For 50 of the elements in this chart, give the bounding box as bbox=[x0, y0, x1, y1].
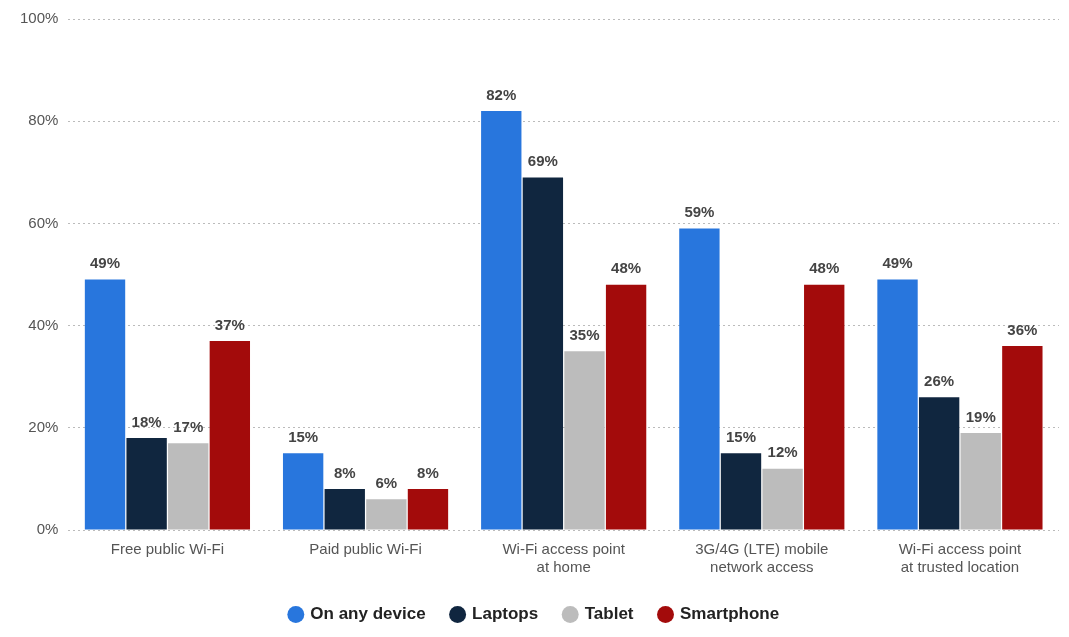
data-label: 48% bbox=[611, 259, 642, 277]
bar bbox=[877, 279, 918, 530]
bar bbox=[605, 284, 647, 530]
bar bbox=[407, 489, 449, 530]
y-tick-label: 100% bbox=[19, 9, 59, 27]
data-label: 35% bbox=[569, 325, 600, 343]
legend-label: Smartphone bbox=[680, 604, 780, 624]
data-label: 69% bbox=[527, 152, 558, 170]
bar bbox=[679, 228, 720, 530]
data-label: 12% bbox=[767, 443, 798, 461]
data-label: 19% bbox=[965, 407, 996, 425]
data-label: 17% bbox=[173, 417, 204, 435]
y-tick-label: 40% bbox=[28, 315, 59, 333]
bar bbox=[481, 110, 522, 530]
data-label: 48% bbox=[809, 259, 840, 277]
data-label: 49% bbox=[882, 254, 913, 272]
x-tick-label: Free public Wi-Fi bbox=[110, 540, 225, 558]
bar bbox=[126, 438, 167, 530]
x-tick-label: Wi-Fi access point at trusted location bbox=[898, 540, 1023, 576]
data-label: 8% bbox=[417, 463, 439, 481]
y-tick-label: 60% bbox=[28, 213, 59, 231]
legend-label: On any device bbox=[310, 604, 426, 624]
data-label: 59% bbox=[684, 203, 715, 221]
data-label: 82% bbox=[486, 85, 517, 103]
x-tick-label: 3G/4G (LTE) mobile network access bbox=[695, 540, 829, 576]
data-label: 6% bbox=[375, 473, 398, 491]
x-tick-label: Paid public Wi-Fi bbox=[309, 540, 422, 558]
bar bbox=[324, 489, 365, 530]
bar bbox=[720, 453, 762, 530]
data-label: 26% bbox=[924, 371, 955, 389]
data-label: 8% bbox=[333, 463, 356, 481]
bar bbox=[522, 177, 564, 530]
y-tick-label: 80% bbox=[28, 111, 59, 129]
data-label: 37% bbox=[214, 315, 245, 333]
y-tick-label: 20% bbox=[28, 417, 59, 435]
data-label: 15% bbox=[288, 427, 319, 445]
bar bbox=[1002, 346, 1043, 530]
legend-label: Tablet bbox=[584, 604, 634, 624]
x-tick-label: Wi-Fi access point at home bbox=[502, 540, 626, 576]
bar bbox=[84, 279, 126, 530]
bar bbox=[282, 453, 324, 530]
y-tick-label: 0% bbox=[36, 520, 59, 538]
data-label: 36% bbox=[1007, 320, 1038, 338]
bar bbox=[918, 397, 960, 530]
data-label: 49% bbox=[90, 254, 121, 272]
bar bbox=[209, 340, 251, 530]
data-label: 15% bbox=[725, 427, 757, 445]
legend-label: Laptops bbox=[472, 604, 539, 624]
data-label: 18% bbox=[131, 412, 162, 430]
bar bbox=[804, 284, 845, 530]
